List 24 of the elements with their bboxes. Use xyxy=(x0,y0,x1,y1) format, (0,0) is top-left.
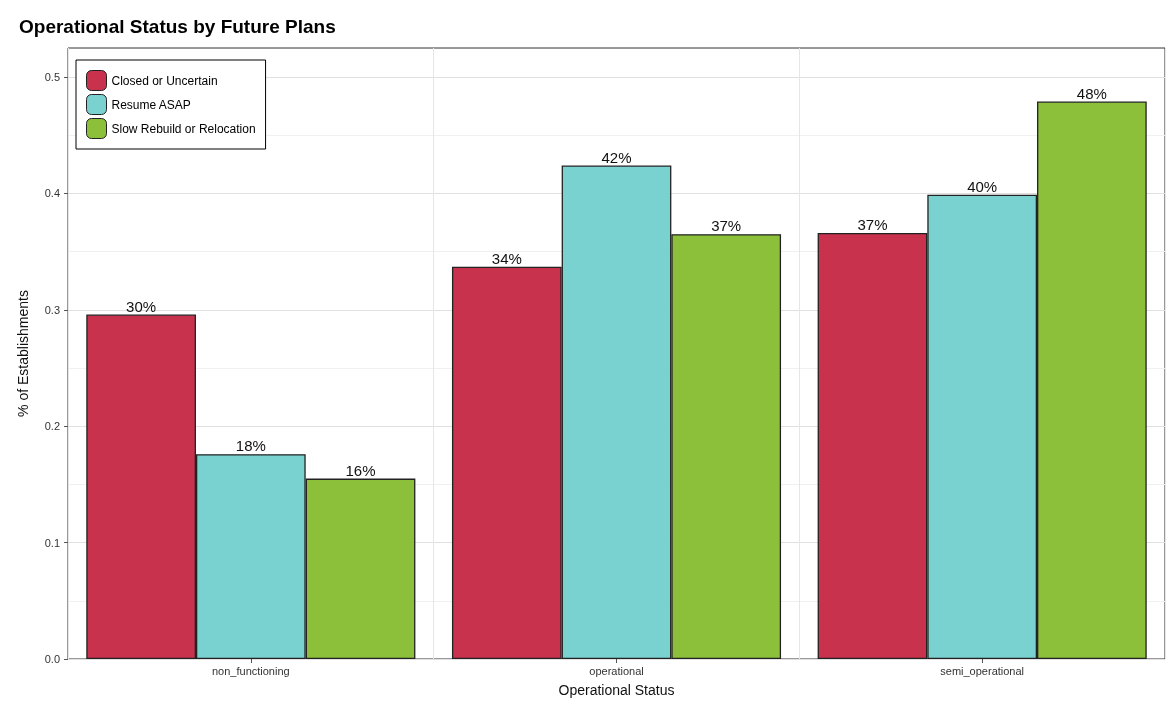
x-axis-title: Operational Status xyxy=(558,682,675,698)
data-label: 34% xyxy=(491,249,522,267)
y-tick-label: 0.2 xyxy=(44,420,60,433)
x-tick-label: operational xyxy=(589,664,644,677)
legend-label: Slow Rebuild or Relocation xyxy=(111,121,256,136)
data-label: 18% xyxy=(235,437,266,455)
data-label: 40% xyxy=(967,177,998,195)
y-tick-label: 0.5 xyxy=(44,71,60,84)
legend-label: Resume ASAP xyxy=(111,97,191,112)
y-tick-label: 0.1 xyxy=(44,536,60,549)
legend-label: Closed or Uncertain xyxy=(111,73,218,88)
x-tick-label: semi_operational xyxy=(940,664,1025,677)
y-axis-title: % of Establishments xyxy=(15,290,31,417)
x-tick-label: non_functioning xyxy=(211,664,290,677)
y-tick-label: 0.0 xyxy=(44,653,60,665)
y-tick-label: 0.4 xyxy=(44,187,60,200)
data-label: 37% xyxy=(857,216,888,234)
data-label: 37% xyxy=(711,217,742,235)
y-tick-label: 0.3 xyxy=(44,303,60,316)
chart-title: Operational Status by Future Plans xyxy=(19,16,336,37)
data-label: 48% xyxy=(1076,84,1107,102)
data-label: 42% xyxy=(601,148,632,166)
data-label: 16% xyxy=(345,461,376,479)
data-label: 30% xyxy=(126,297,157,315)
